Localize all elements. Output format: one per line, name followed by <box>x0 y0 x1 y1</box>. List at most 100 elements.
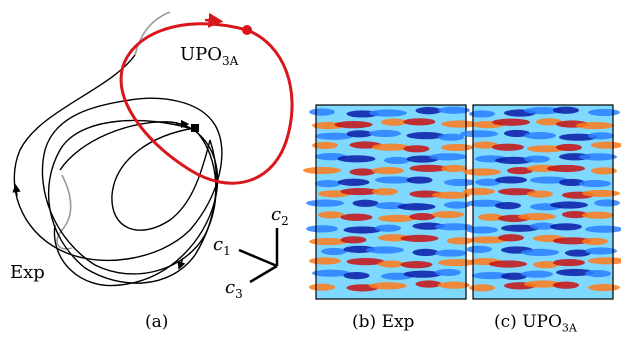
field-blob <box>524 132 556 140</box>
field-blob <box>369 109 407 117</box>
field-blob <box>594 199 620 207</box>
field-blob <box>495 176 527 184</box>
field-blob <box>588 132 614 140</box>
field-blob <box>318 211 344 219</box>
field-blob <box>556 268 594 277</box>
field-blob <box>369 129 401 138</box>
field-blob <box>466 226 498 234</box>
field-blob <box>463 168 501 176</box>
field-blob <box>553 106 579 114</box>
field-blob <box>315 132 353 140</box>
field-blob <box>556 143 582 152</box>
field-blob <box>349 168 376 176</box>
field-blob <box>441 164 467 173</box>
field-blob <box>469 236 507 244</box>
field-blob <box>463 187 495 196</box>
field-panel-upo <box>460 104 621 300</box>
field-blob <box>309 257 341 265</box>
field-blob <box>501 224 539 232</box>
field-blob <box>527 190 553 198</box>
field-blob <box>369 282 407 290</box>
field-blob <box>429 153 467 161</box>
field-blob <box>312 269 350 277</box>
field-blob <box>441 143 473 152</box>
field-blob <box>406 132 445 140</box>
field-blob <box>378 260 404 268</box>
caption-a: (a) <box>145 312 169 332</box>
field-blob <box>315 179 341 188</box>
trajectory-end-marker <box>191 124 199 132</box>
field-blob <box>306 225 338 233</box>
field-blob <box>400 234 439 242</box>
experimental-trajectory <box>13 54 223 287</box>
caption-b: (b) Exp <box>352 312 414 332</box>
field-blob <box>582 237 608 246</box>
axis-label-c1: c1 <box>213 234 231 258</box>
field-blob <box>397 203 436 211</box>
caption-b-name: Exp <box>381 312 415 332</box>
field-blob <box>372 143 410 151</box>
field-blob <box>579 179 611 188</box>
field-blob <box>466 199 504 207</box>
axis-label-c2: c2 <box>271 204 289 228</box>
field-blob <box>403 145 430 153</box>
field-blob <box>472 141 498 149</box>
field-blob <box>547 164 585 173</box>
field-blob <box>550 223 582 231</box>
field-blob <box>469 284 495 292</box>
field-blob <box>352 199 379 207</box>
field-blob <box>489 260 527 268</box>
field-blob <box>504 129 530 138</box>
field-blob <box>591 167 617 175</box>
field-blob <box>501 272 527 280</box>
trajectory-arrow-1 <box>12 183 21 197</box>
field-blob <box>346 130 373 138</box>
field-blob <box>337 155 376 163</box>
field-blob <box>403 118 436 126</box>
field-blob <box>466 245 492 253</box>
field-blob <box>498 188 536 196</box>
field-blob <box>409 213 436 221</box>
field-blob <box>576 121 614 130</box>
axis-label-c3: c3 <box>225 277 243 301</box>
field-blob <box>303 166 341 175</box>
trajectory-arrow-2 <box>177 257 186 270</box>
field-blob <box>346 257 385 266</box>
field-blob <box>550 201 588 209</box>
field-blob <box>585 225 621 233</box>
caption-c-prefix: (c) <box>494 312 517 332</box>
field-panel-exp <box>303 104 479 300</box>
field-blob <box>372 167 404 175</box>
field-blob <box>507 167 533 175</box>
field-blob <box>492 118 530 126</box>
field-blob <box>334 121 373 129</box>
field-blob <box>432 210 464 219</box>
field-blob <box>495 202 521 210</box>
field-blob <box>582 211 614 219</box>
field-blob <box>530 176 568 184</box>
field-blob <box>309 108 335 116</box>
field-blob <box>435 223 473 231</box>
field-blob <box>372 188 398 196</box>
field-blob <box>343 272 370 280</box>
field-blob <box>309 283 335 291</box>
field-blob <box>406 176 433 184</box>
caption-c: (c) UPO3A <box>494 312 577 334</box>
upo-orbit <box>119 22 294 185</box>
field-blob <box>524 280 562 288</box>
field-blob <box>366 246 404 254</box>
field-blob <box>432 191 470 199</box>
field-blob <box>415 280 442 288</box>
field-blob <box>492 143 524 151</box>
field-blob <box>309 237 347 246</box>
field-blob <box>340 187 379 196</box>
field-blob <box>415 107 442 115</box>
field-blob <box>438 133 464 141</box>
field-blob <box>444 178 476 187</box>
field-blob <box>438 281 470 289</box>
field-blob <box>409 164 448 172</box>
field-blob <box>375 224 401 232</box>
field-blob <box>469 110 495 118</box>
field-blob <box>475 178 501 186</box>
